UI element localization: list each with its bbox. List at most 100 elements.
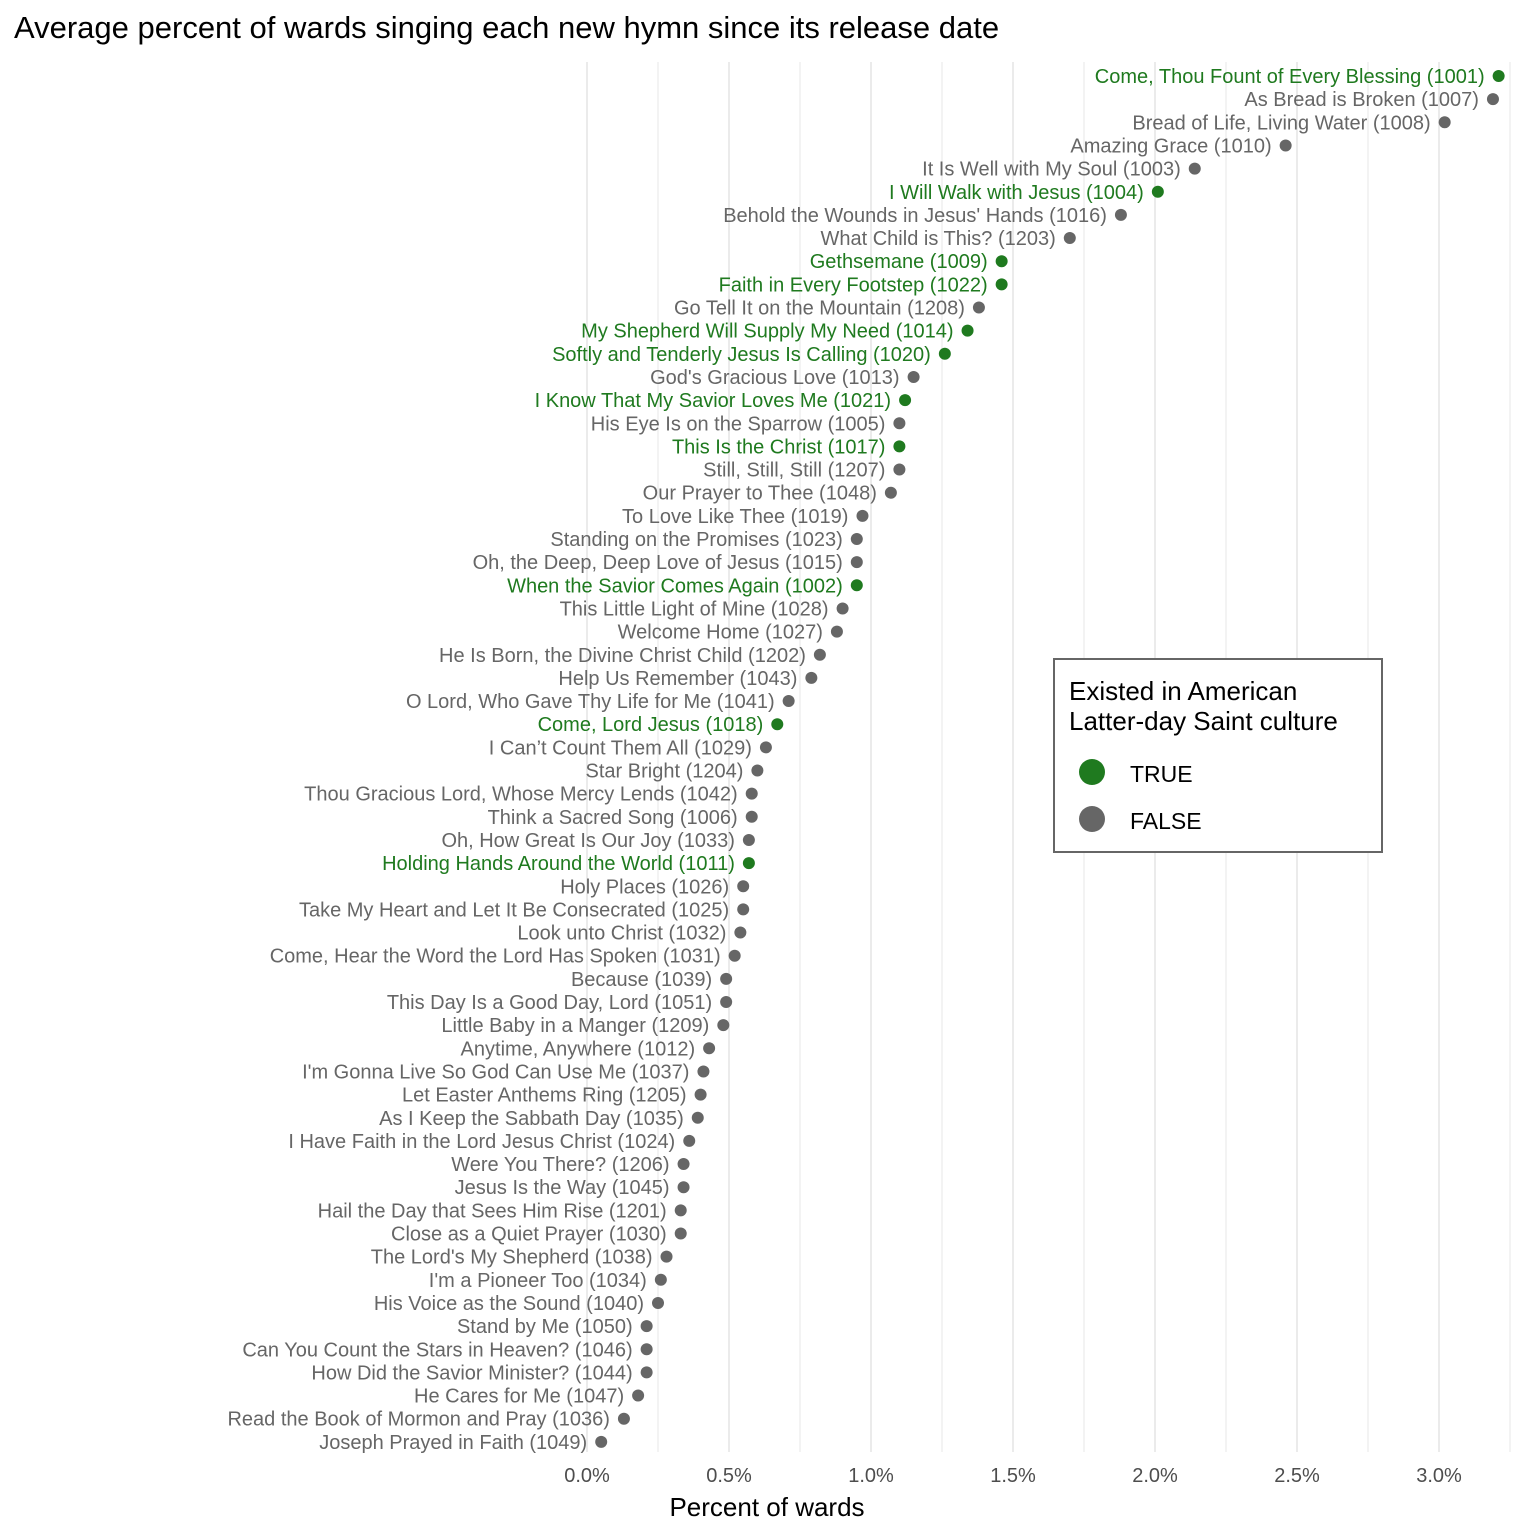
data-point [893, 440, 906, 453]
hymn-label: Oh, How Great Is Our Joy (1033) [441, 830, 734, 852]
hymn-label: Joseph Prayed in Faith (1049) [319, 1432, 587, 1454]
hymn-label: Thou Gracious Lord, Whose Mercy Lends (1… [304, 784, 738, 806]
data-point [694, 1088, 707, 1101]
data-point [1151, 185, 1164, 198]
hymn-label: Can You Count the Stars in Heaven? (1046… [242, 1339, 632, 1361]
hymn-label: Standing on the Promises (1023) [550, 529, 842, 551]
x-tick-label: 2.5% [1274, 1465, 1320, 1487]
legend-key-false [1079, 806, 1105, 832]
data-point [1114, 208, 1127, 221]
hymn-label: Holy Places (1026) [560, 876, 729, 898]
data-point [734, 926, 747, 939]
hymn-label: I'm a Pioneer Too (1034) [429, 1270, 647, 1292]
hymn-label: Behold the Wounds in Jesus' Hands (1016) [723, 205, 1107, 227]
data-point [617, 1412, 630, 1425]
hymn-label: My Shepherd Will Supply My Need (1014) [581, 321, 953, 343]
data-point [836, 602, 849, 615]
hymn-label: It Is Well with My Soul (1003) [922, 159, 1181, 181]
hymn-label: Welcome Home (1027) [618, 622, 823, 644]
data-point [805, 671, 818, 684]
data-point [745, 810, 758, 823]
hymn-label: Holding Hands Around the World (1011) [382, 853, 735, 875]
data-point [683, 1134, 696, 1147]
hymn-label: Take My Heart and Let It Be Consecrated … [299, 899, 729, 921]
data-point [703, 1042, 716, 1055]
hymn-label: Look unto Christ (1032) [517, 923, 726, 945]
data-point [652, 1296, 664, 1309]
data-point [1438, 116, 1451, 129]
data-point [1279, 139, 1292, 152]
hymn-label: Let Easter Anthems Ring (1205) [402, 1085, 687, 1107]
data-point [677, 1181, 690, 1194]
hymn-label: He Is Born, the Divine Christ Child (120… [439, 645, 806, 667]
hymn-label: Help Us Remember (1043) [558, 668, 797, 690]
data-point [782, 695, 795, 708]
hymn-label: Close as a Quiet Prayer (1030) [391, 1224, 667, 1246]
data-points [595, 70, 1505, 1448]
hymn-label: Hail the Day that Sees Him Rise (1201) [318, 1200, 667, 1222]
data-point [1188, 162, 1201, 175]
data-point [1486, 93, 1499, 106]
hymn-label: God's Gracious Love (1013) [650, 367, 900, 389]
data-point [850, 579, 863, 592]
hymn-label: To Love Like Thee (1019) [622, 506, 848, 528]
hymn-label: I Know That My Savior Loves Me (1021) [535, 390, 891, 412]
hymn-label: O Lord, Who Gave Thy Life for Me (1041) [406, 691, 775, 713]
data-point [632, 1389, 645, 1402]
data-point [995, 255, 1008, 268]
hymn-label: I'm Gonna Live So God Can Use Me (1037) [302, 1061, 689, 1083]
legend-label-true: TRUE [1130, 761, 1193, 787]
data-point [771, 718, 784, 731]
data-point [1063, 232, 1076, 245]
hymn-label: Anytime, Anywhere (1012) [461, 1038, 696, 1060]
hymn-label: As Bread is Broken (1007) [1244, 89, 1479, 111]
data-point [759, 741, 772, 754]
hymn-label: Little Baby in a Manger (1209) [441, 1015, 709, 1037]
data-point [1492, 70, 1505, 82]
hymn-label: Jesus Is the Way (1045) [455, 1177, 670, 1199]
hymn-label: Still, Still, Still (1207) [703, 460, 885, 482]
x-tick-label: 1.0% [848, 1465, 894, 1487]
data-point [674, 1227, 687, 1240]
data-point [720, 996, 733, 1008]
x-tick-labels: 0.0% 0.5% 1.0% 1.5% 2.0% 2.5% 3.0% [564, 1465, 1462, 1487]
data-point [899, 394, 912, 407]
data-point [850, 533, 863, 545]
data-point [677, 1158, 690, 1171]
hymn-label: I Will Walk with Jesus (1004) [889, 182, 1144, 204]
data-point [961, 324, 974, 337]
data-point [850, 556, 863, 569]
data-point [674, 1204, 687, 1217]
hymn-label: I Have Faith in the Lord Jesus Christ (1… [288, 1131, 675, 1153]
hymn-label: How Did the Savior Minister? (1044) [311, 1362, 632, 1384]
data-point [745, 787, 758, 800]
hymn-label: Oh, the Deep, Deep Love of Jesus (1015) [473, 552, 843, 574]
hymn-label: What Child is This? (1203) [821, 228, 1056, 250]
chart-title: Average percent of wards singing each ne… [14, 10, 1000, 45]
hymn-label: Gethsemane (1009) [810, 251, 988, 273]
legend-key-true [1079, 759, 1105, 785]
hymn-label: I Can’t Count Them All (1029) [489, 737, 752, 759]
data-point [691, 1111, 704, 1124]
data-point [938, 347, 951, 360]
data-point [742, 833, 755, 846]
hymn-label: The Lord's My Shepherd (1038) [371, 1247, 653, 1269]
hymn-label: Were You There? (1206) [451, 1154, 669, 1176]
hymn-label: Read the Book of Mormon and Pray (1036) [227, 1409, 609, 1431]
data-point [654, 1273, 667, 1286]
data-point [728, 949, 741, 962]
x-tick-label: 3.0% [1416, 1465, 1462, 1487]
data-point [717, 1019, 730, 1032]
data-point [595, 1435, 608, 1448]
hymn-label: Our Prayer to Thee (1048) [643, 483, 877, 505]
hymn-label: Come, Thou Fount of Every Blessing (1001… [1095, 66, 1485, 88]
data-point [737, 880, 750, 893]
hymn-label: His Voice as the Sound (1040) [374, 1293, 644, 1315]
data-point [660, 1250, 673, 1263]
data-point [720, 972, 733, 985]
hymn-label: Amazing Grace (1010) [1070, 135, 1271, 157]
data-point [884, 486, 897, 499]
hymn-label: His Eye Is on the Sparrow (1005) [591, 413, 886, 435]
hymn-label: When the Savior Comes Again (1002) [507, 575, 843, 597]
data-point [697, 1065, 710, 1078]
